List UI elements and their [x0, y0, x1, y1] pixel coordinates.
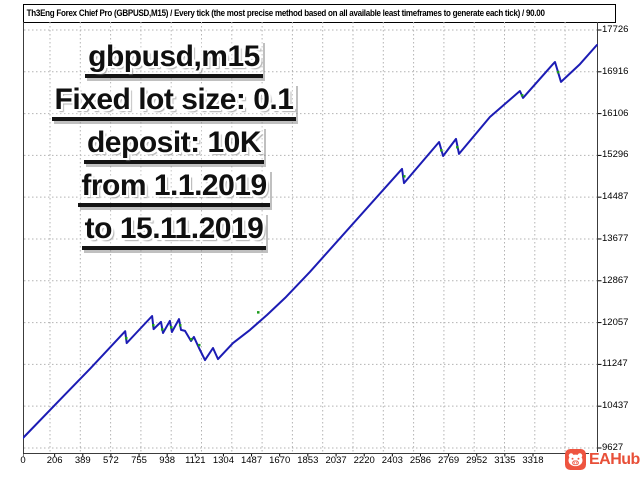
- y-tick-label: 16916: [602, 65, 629, 77]
- y-tick-label: 13677: [602, 232, 629, 244]
- trade-close-markers: [520, 94, 524, 97]
- x-tick-label: 1487: [240, 455, 263, 466]
- trade-close-markers: [257, 311, 260, 314]
- x-tick-label: 2952: [466, 455, 488, 466]
- y-tick-label: 11247: [602, 358, 628, 370]
- y-tick-label: 12867: [602, 274, 629, 286]
- y-tick-label: 15296: [602, 149, 629, 161]
- trade-close-markers: [440, 149, 443, 152]
- y-tick-label: 12057: [602, 316, 629, 328]
- x-tick-label: 755: [131, 455, 147, 466]
- x-tick-label: 389: [74, 455, 91, 466]
- trade-close-markers: [124, 336, 128, 340]
- trade-close-markers: [456, 145, 459, 149]
- y-tick-label: 14487: [602, 191, 629, 203]
- trade-close-markers: [189, 337, 193, 341]
- overlay-line-symbol: gbpusd,m15: [85, 40, 263, 78]
- y-tick-label: 10437: [602, 400, 629, 412]
- x-tick-label: 3318: [522, 455, 544, 466]
- balance-curve: [23, 44, 598, 439]
- trade-close-markers: [170, 326, 173, 329]
- trade-close-markers: [197, 343, 201, 347]
- x-tick-label: 3135: [494, 455, 516, 466]
- x-tick-label: 938: [159, 455, 176, 466]
- overlay-line-lotsize: Fixed lot size: 0.1: [51, 83, 297, 121]
- y-tick-label: 17726: [602, 24, 629, 35]
- x-tick-label: 2586: [409, 455, 432, 466]
- x-tick-label: 1670: [269, 455, 291, 466]
- x-tick-label: 2403: [381, 455, 403, 466]
- eahub-watermark: EAHub: [565, 449, 640, 470]
- report-title: Th3Eng Forex Chief Pro (GBPUSD,M15) / Ev…: [26, 8, 545, 18]
- x-tick-label: 0: [20, 455, 26, 466]
- equity-chart: [23, 22, 602, 457]
- eahub-brand-text: EAHub: [589, 450, 640, 468]
- overlay-line-from: from 1.1.2019: [78, 169, 270, 207]
- x-tick-label: 1853: [297, 455, 319, 466]
- x-tick-label: 2220: [353, 455, 375, 466]
- trade-close-markers: [160, 328, 164, 331]
- x-tick-label: 2037: [325, 455, 347, 466]
- x-tick-label: 2769: [438, 455, 460, 466]
- title-bar: Th3Eng Forex Chief Pro (GBPUSD,M15) / Ev…: [23, 4, 616, 23]
- x-tick-label: 206: [46, 455, 63, 466]
- overlay-annotation: gbpusd,m15 Fixed lot size: 0.1 deposit: …: [26, 40, 322, 255]
- y-tick-label: 16106: [602, 107, 629, 119]
- trade-close-markers: [178, 324, 182, 327]
- x-tick-label: 1304: [212, 455, 234, 466]
- trade-close-markers: [152, 324, 155, 327]
- trade-close-markers: [403, 175, 406, 178]
- x-tick-label: 572: [102, 455, 119, 466]
- overlay-line-to: to 15.11.2019: [81, 212, 267, 250]
- pig-face-icon: [565, 449, 586, 470]
- trade-close-markers: [556, 70, 560, 74]
- y-tick-label: 9627: [602, 441, 624, 453]
- overlay-line-deposit: deposit: 10K: [83, 126, 265, 164]
- x-tick-label: 1121: [185, 455, 206, 466]
